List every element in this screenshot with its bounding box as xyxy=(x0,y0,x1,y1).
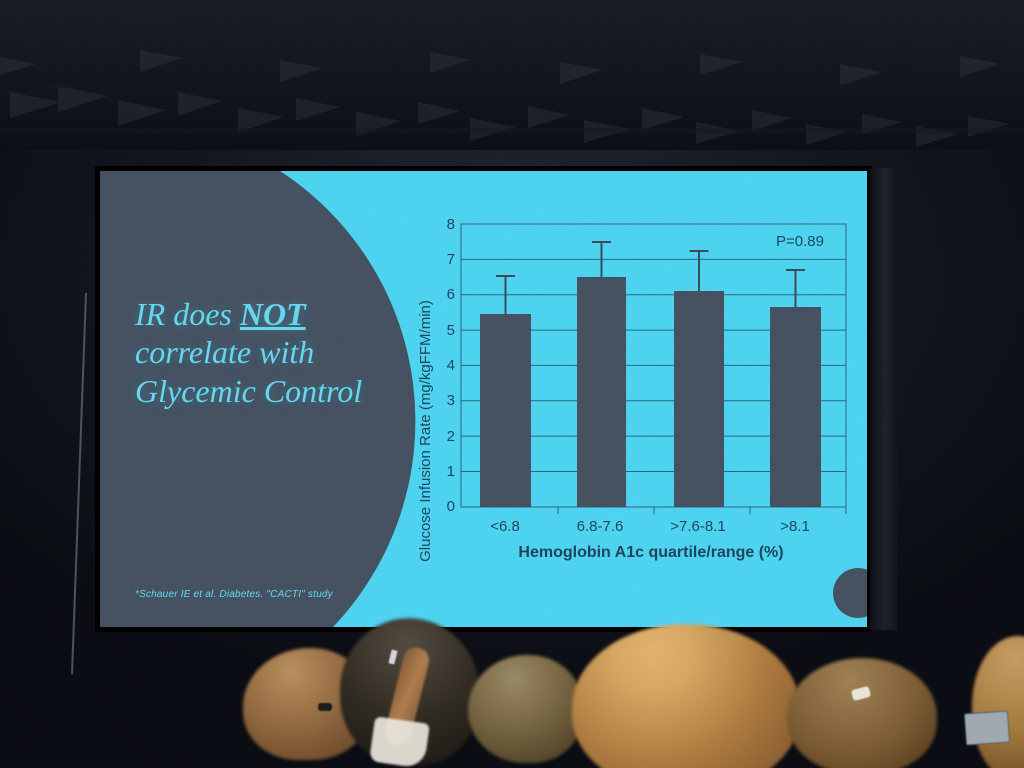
svg-text:7: 7 xyxy=(447,251,455,268)
svg-text:Hemoglobin A1c quartile/range: Hemoglobin A1c quartile/range (%) xyxy=(518,544,783,561)
svg-text:3: 3 xyxy=(447,392,455,409)
svg-text:>7.6-8.1: >7.6-8.1 xyxy=(670,518,725,535)
svg-text:0: 0 xyxy=(447,498,455,515)
svg-text:6.8-7.6: 6.8-7.6 xyxy=(577,518,624,535)
svg-text:8: 8 xyxy=(447,216,455,233)
svg-text:5: 5 xyxy=(447,322,455,339)
svg-text:>8.1: >8.1 xyxy=(780,518,810,535)
svg-text:<6.8: <6.8 xyxy=(490,518,520,535)
svg-text:2: 2 xyxy=(447,428,455,445)
svg-text:1: 1 xyxy=(447,463,455,480)
svg-text:4: 4 xyxy=(447,357,455,374)
svg-text:6: 6 xyxy=(447,286,455,303)
svg-text:Glucose Infusion Rate (mg/kgFF: Glucose Infusion Rate (mg/kgFFM/min) xyxy=(417,300,434,562)
svg-text:P=0.89: P=0.89 xyxy=(776,233,824,250)
